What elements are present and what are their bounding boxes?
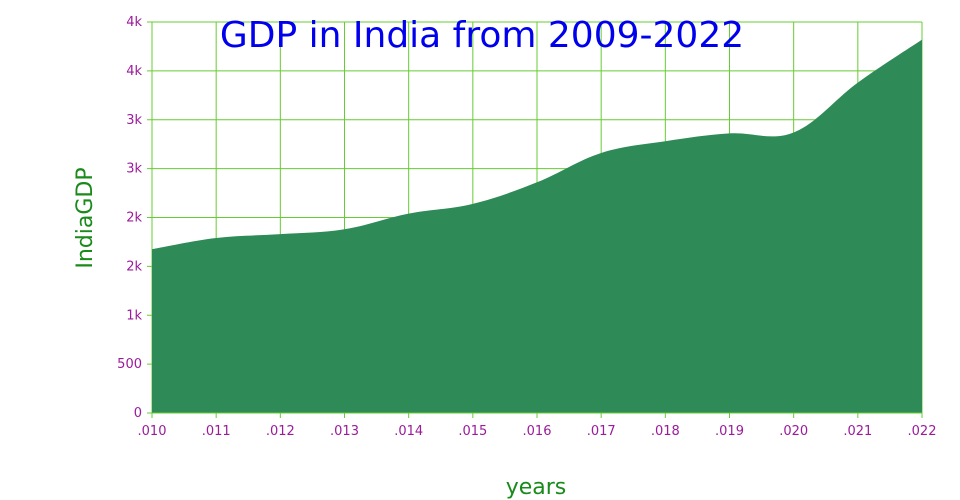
y-tick-label: 4k <box>126 15 142 30</box>
y-tick-label: 500 <box>117 357 142 372</box>
y-tick-label: 2k <box>126 259 142 274</box>
y-axis-ticks: 0 500 1k 2k 2k 3k 3k 4k 4k <box>117 15 152 421</box>
x-tick-label: .018 <box>651 424 680 439</box>
x-tick-label: .022 <box>908 424 937 439</box>
x-tick-label: .010 <box>138 424 167 439</box>
x-tick-label: .019 <box>715 424 744 439</box>
x-axis-ticks: .010 .011 .012 .013 .014 .015 .016 .017 .018 .019… <box>138 413 937 439</box>
x-tick-label: .011 <box>202 424 231 439</box>
y-tick-label: 0 <box>134 406 142 421</box>
y-tick-label: 3k <box>126 113 142 128</box>
y-tick-label: 4k <box>126 64 142 79</box>
area-series <box>152 39 922 413</box>
x-axis-label: years <box>506 475 567 500</box>
y-axis-label: IndiaGDP <box>73 167 98 268</box>
x-tick-label: .020 <box>779 424 808 439</box>
chart-title: GDP in India from 2009-2022 <box>220 15 744 56</box>
y-tick-label: 3k <box>126 162 142 177</box>
x-tick-label: .016 <box>523 424 552 439</box>
y-tick-label: 1k <box>126 308 142 323</box>
x-tick-label: .013 <box>330 424 359 439</box>
x-tick-label: .012 <box>266 424 295 439</box>
x-tick-label: .017 <box>587 424 616 439</box>
x-tick-label: .015 <box>458 424 487 439</box>
x-tick-label: .014 <box>394 424 423 439</box>
x-tick-label: .021 <box>843 424 872 439</box>
y-tick-label: 2k <box>126 211 142 226</box>
